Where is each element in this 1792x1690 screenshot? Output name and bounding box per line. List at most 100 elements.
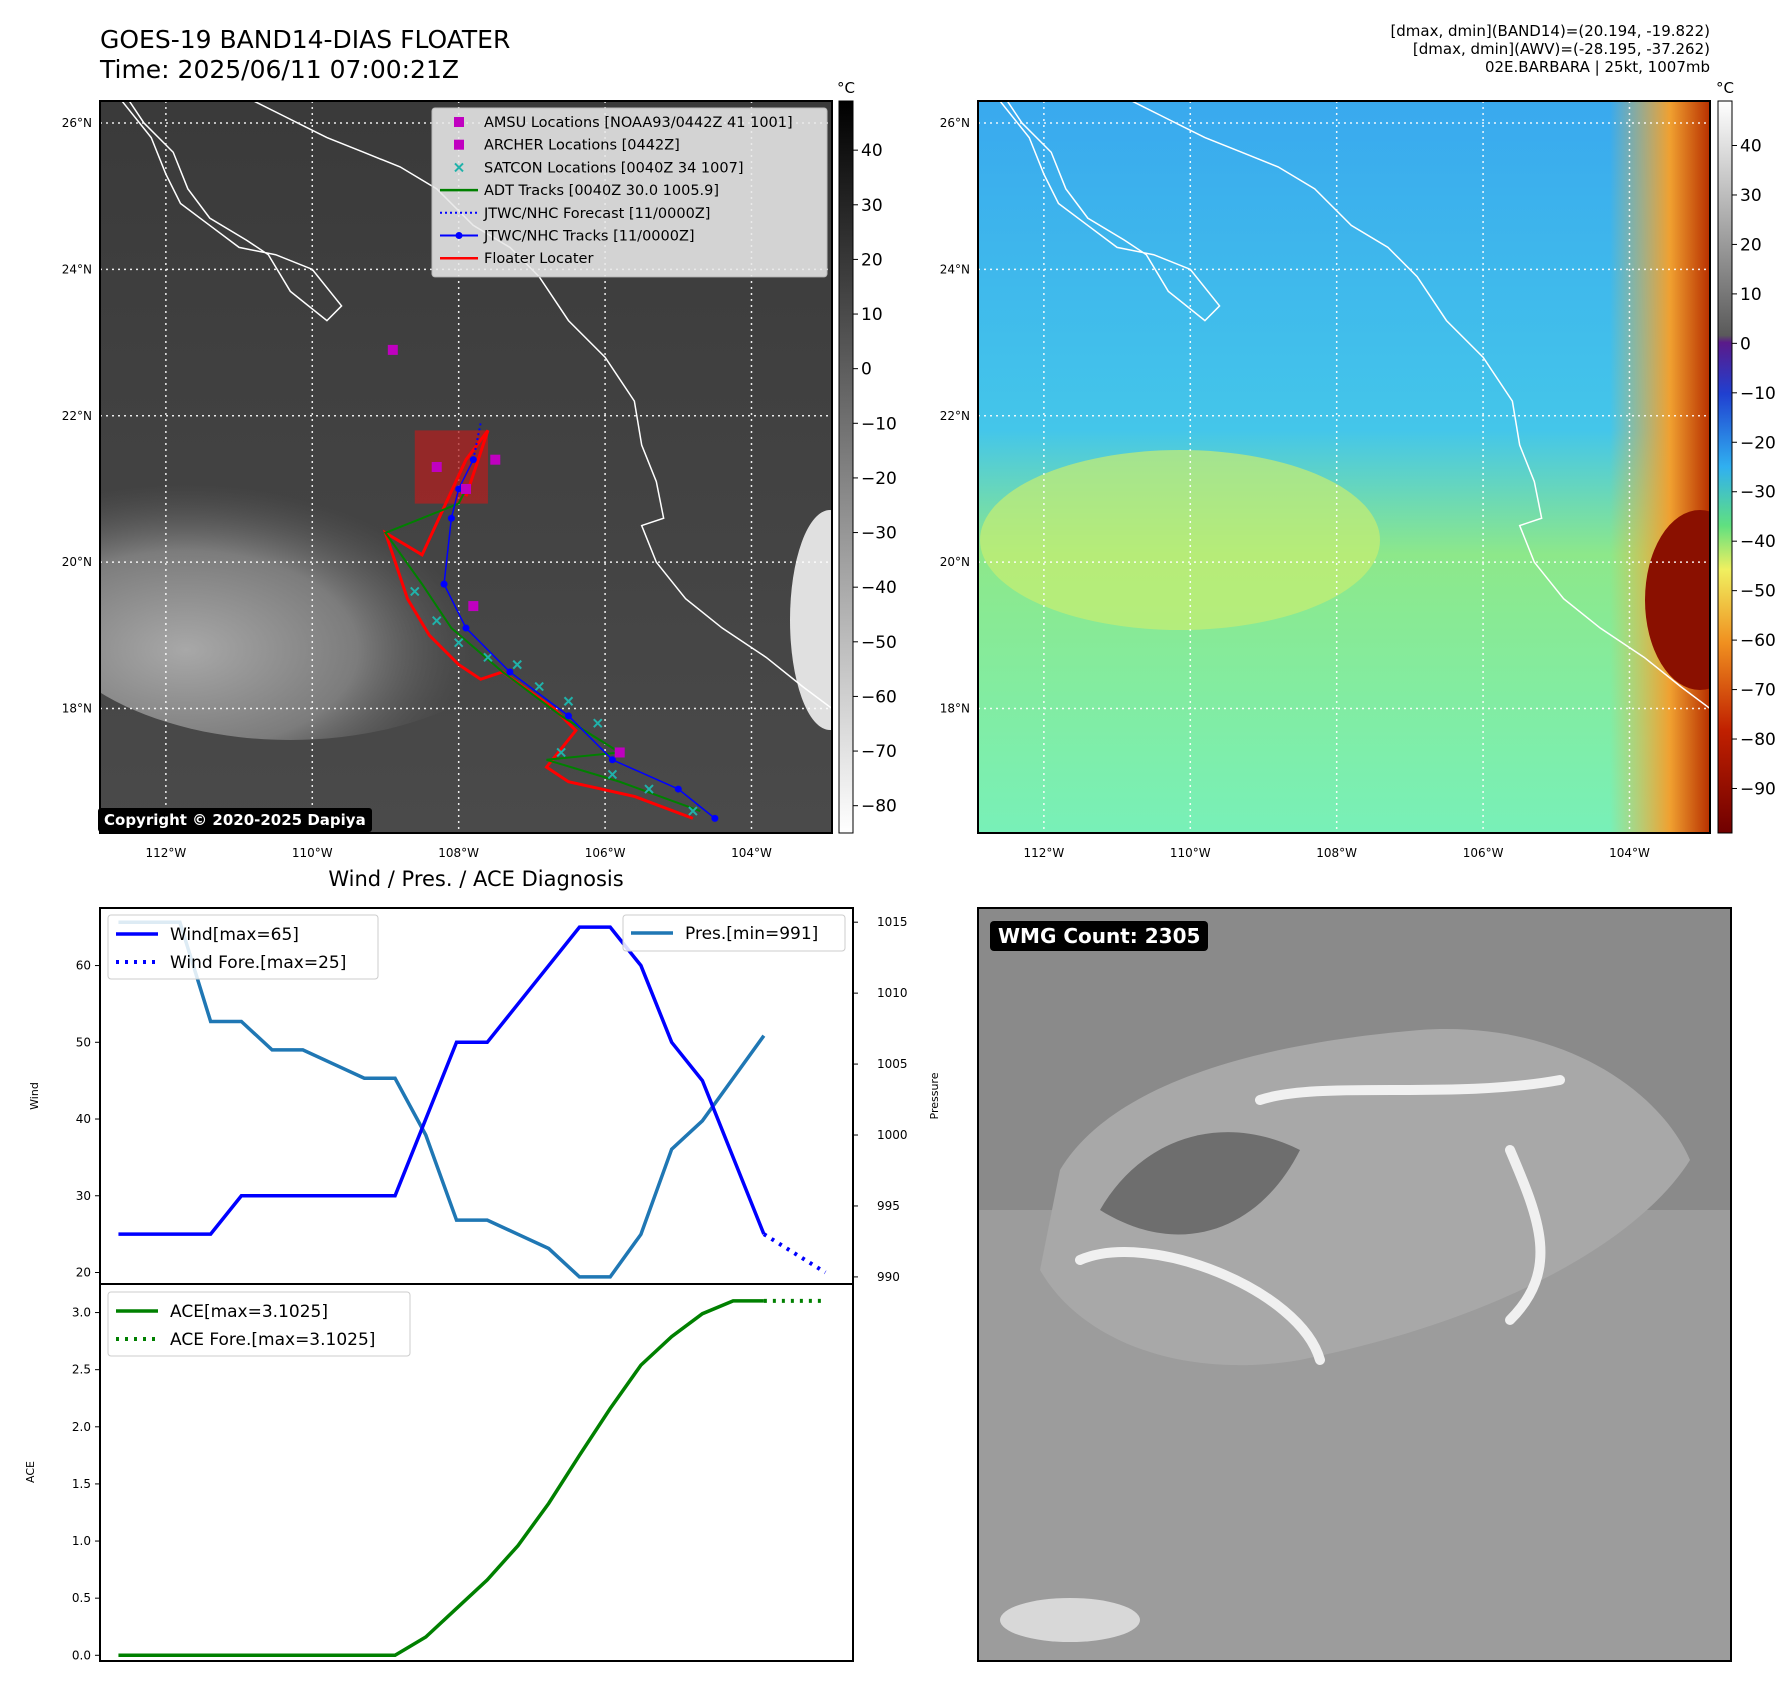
ace-ytick-label: 2.5 xyxy=(72,1363,91,1377)
satcon-point xyxy=(410,586,420,597)
jtwc-track-point xyxy=(447,514,455,522)
ace-legend-box xyxy=(107,1291,411,1357)
colorbar-tick-label: −80 xyxy=(861,797,897,817)
legend-entry-label: SATCON Locations [0040Z 34 1007] xyxy=(484,160,743,176)
mainland-coastline xyxy=(1131,101,1710,710)
lat-label: 26°N xyxy=(940,116,970,130)
wind-forecast-legend-label: Wind Fore.[max=25] xyxy=(170,953,346,973)
wind-ytick-label: 60 xyxy=(76,959,91,973)
colorbar-tick-label: −50 xyxy=(861,633,897,653)
pressure-axis-label: Pressure xyxy=(928,1072,941,1119)
band14-map-frame xyxy=(99,100,833,834)
colorbar-tick-label: −30 xyxy=(861,524,897,544)
lon-label: 106°W xyxy=(1463,846,1504,860)
amsu-point xyxy=(490,454,501,465)
wind-series-line xyxy=(118,925,766,1236)
ace-ytick-label: 3.0 xyxy=(72,1306,91,1320)
wmg-count-badge: WMG Count: 2305 xyxy=(990,921,1209,951)
ace-ytick-label: 2.0 xyxy=(72,1420,91,1434)
ace-legend-label: ACE[max=3.1025] xyxy=(170,1302,328,1322)
wmg-eyewall-ring xyxy=(1040,1029,1690,1366)
colorbar-tick-label: 10 xyxy=(861,305,883,325)
satcon-point xyxy=(563,696,574,706)
colorbar-tick-label: −40 xyxy=(1740,532,1776,552)
storm-tracks xyxy=(382,344,719,822)
pressure-ytick-label: 1015 xyxy=(877,915,908,929)
colorbar-tick-label: −90 xyxy=(1740,779,1776,799)
colorbar-tick-label: −50 xyxy=(1740,582,1776,602)
band14-convection-east xyxy=(790,510,832,730)
satcon-point xyxy=(593,718,603,728)
diagnosis-title: Wind / Pres. / ACE Diagnosis xyxy=(328,867,623,891)
colorbar-tick-label: 0 xyxy=(1740,334,1751,354)
satcon-point xyxy=(607,769,618,780)
legend-entry-label: AMSU Locations [NOAA93/0442Z 41 1001] xyxy=(484,115,793,131)
lat-label: 20°N xyxy=(62,555,92,569)
pressure-series-line xyxy=(118,920,766,1279)
ace-ytick-label: 0.5 xyxy=(72,1591,91,1605)
ace-ytick-label: 1.0 xyxy=(72,1534,91,1548)
jtwc-track-point xyxy=(440,580,448,588)
ace-forecast-legend-label: ACE Fore.[max=3.1025] xyxy=(170,1330,375,1350)
band14-colorbar: °C 40 30 20 10 0 −10 −20 −30 −40 −50 −60 −70 −80 xyxy=(837,79,897,834)
wind-ytick-label: 20 xyxy=(76,1265,91,1279)
band14-coastlines xyxy=(121,101,832,710)
jtwc-track-point xyxy=(711,814,719,822)
ace-ytick-label: 1.5 xyxy=(72,1477,91,1491)
archer-point xyxy=(431,462,442,472)
ace-legend: ACE[max=3.1025] ACE Fore.[max=3.1025] xyxy=(107,1291,411,1357)
amsu-point xyxy=(468,601,479,612)
awv-coastlines xyxy=(999,101,1710,710)
wind-axis-ticks: 20 30 40 50 60 xyxy=(76,959,100,1279)
colorbar-tick-label: −60 xyxy=(861,687,897,707)
colorbar-tick-label: 30 xyxy=(1740,186,1762,206)
ace-axis-label: ACE xyxy=(24,1461,37,1483)
ace-series-line xyxy=(118,1299,764,1658)
awv-colorbar-ramp xyxy=(1717,100,1733,834)
lat-label: 22°N xyxy=(940,409,970,423)
lon-label: 112°W xyxy=(145,846,186,860)
band14-colorbar-ramp xyxy=(838,100,854,834)
legend-swatch-marker xyxy=(455,232,463,239)
colorbar-tick-label: −20 xyxy=(1740,433,1776,453)
legend-entry-label: ADT Tracks [0040Z 30.0 1005.9] xyxy=(484,183,719,199)
colorbar-tick-label: 10 xyxy=(1740,285,1762,305)
legend-entry-label: JTWC/NHC Forecast [11/0000Z] xyxy=(483,206,710,222)
band14-colorbar-ticks: 40 30 20 10 0 −10 −20 −30 −40 −50 −60 −70 −80 xyxy=(853,141,897,817)
satcon-point xyxy=(453,637,464,648)
ace-ytick-label: 0.0 xyxy=(72,1648,91,1662)
lat-label: 22°N xyxy=(62,409,92,423)
awv-map-frame xyxy=(977,100,1711,834)
info-awv-range: [dmax, dmin](AWV)=(-28.195, -37.262) xyxy=(1412,40,1710,58)
ace-chart: 0.0 0.5 1.0 1.5 2.0 2.5 3.0 ACE ACE[max=3.1025… xyxy=(24,1283,854,1662)
lon-label: 112°W xyxy=(1023,846,1064,860)
wind-forecast-line xyxy=(762,1232,827,1275)
awv-gridlines xyxy=(978,101,1710,833)
wmg-bright-spot xyxy=(1000,1598,1140,1642)
colorbar-tick-label: 40 xyxy=(861,141,883,161)
awv-colorbar-unit: °C xyxy=(1716,79,1734,97)
awv-moist-patch xyxy=(980,450,1380,630)
lon-label: 110°W xyxy=(292,846,333,860)
lat-label: 18°N xyxy=(940,702,970,716)
wind-ytick-label: 50 xyxy=(76,1035,91,1049)
colorbar-tick-label: 30 xyxy=(861,196,883,216)
legend-swatch-square xyxy=(454,139,464,150)
figure-title-line1: GOES-19 BAND14-DIAS FLOATER xyxy=(100,25,511,54)
colorbar-tick-label: −20 xyxy=(861,469,897,489)
info-band14-range: [dmax, dmin](BAND14)=(20.194, -19.822) xyxy=(1390,22,1710,40)
jtwc-track-line xyxy=(443,459,716,819)
lat-label: 18°N xyxy=(62,702,92,716)
colorbar-tick-label: −10 xyxy=(1740,384,1776,404)
copyright-badge: Copyright © 2020-2025 Dapiya xyxy=(98,808,372,832)
colorbar-tick-label: 40 xyxy=(1740,137,1762,157)
satcon-point xyxy=(432,616,442,626)
amsu-point xyxy=(387,344,398,355)
archer-point xyxy=(461,483,471,494)
legend-entry-label: Floater Locater xyxy=(484,251,593,267)
pressure-axis-ticks: 990 995 1000 1005 1010 1015 xyxy=(853,915,908,1284)
pressure-legend-box xyxy=(622,914,846,952)
jtwc-track-point xyxy=(608,756,616,764)
lon-label: 108°W xyxy=(438,846,479,860)
wind-legend-label: Wind[max=65] xyxy=(170,925,299,945)
